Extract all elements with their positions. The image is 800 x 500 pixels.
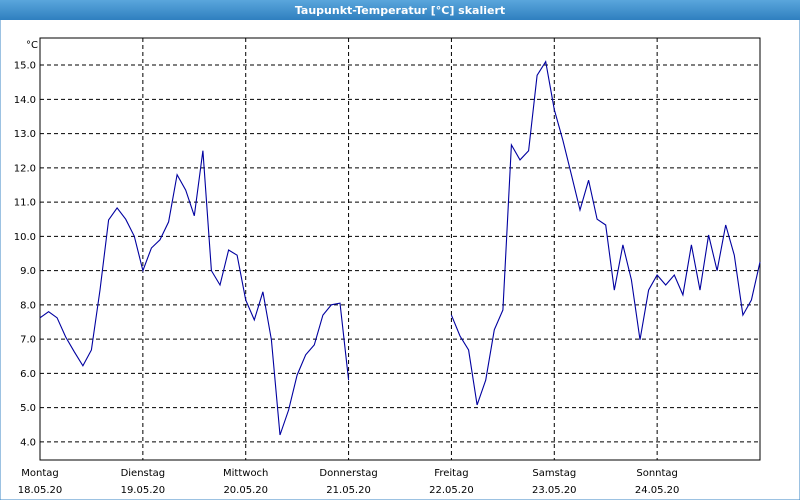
x-tick-date: 24.05.20	[635, 485, 680, 496]
x-tick-date: 23.05.20	[532, 485, 577, 496]
y-tick-label: 9.0	[20, 266, 36, 277]
y-tick-label: 13.0	[14, 129, 36, 140]
x-tick-label: Samstag	[532, 468, 576, 479]
y-tick-label: 10.0	[14, 232, 36, 243]
x-tick-label: Freitag	[434, 468, 468, 479]
y-tick-label: 4.0	[20, 437, 36, 448]
data-line	[39, 60, 761, 436]
y-tick-label: 11.0	[14, 198, 36, 209]
plot-frame	[39, 37, 761, 461]
y-tick-label: 14.0	[14, 95, 36, 106]
x-tick-label: Mittwoch	[223, 468, 268, 479]
y-tick-label: 12.0	[14, 163, 36, 174]
y-tick-label: 5.0	[20, 403, 36, 414]
y-tick-label: 6.0	[20, 369, 36, 380]
x-tick-label: Sonntag	[636, 468, 678, 479]
y-tick-label: 15.0	[14, 61, 36, 72]
chart-title: Taupunkt-Temperatur [°C] skaliert	[295, 4, 505, 17]
y-tick-label: 7.0	[20, 335, 36, 346]
x-tick-label: Montag	[21, 468, 58, 479]
y-tick-label: 8.0	[20, 300, 36, 311]
x-tick-label: Dienstag	[121, 468, 166, 479]
x-tick-label: Donnerstag	[319, 468, 377, 479]
x-tick-date: 18.05.20	[18, 485, 63, 496]
x-tick-date: 22.05.20	[429, 485, 474, 496]
title-bar	[0, 0, 800, 20]
x-tick-date: 20.05.20	[223, 485, 268, 496]
x-tick-date: 21.05.20	[326, 485, 371, 496]
unit-label: °C	[26, 40, 38, 51]
x-tick-date: 19.05.20	[121, 485, 166, 496]
